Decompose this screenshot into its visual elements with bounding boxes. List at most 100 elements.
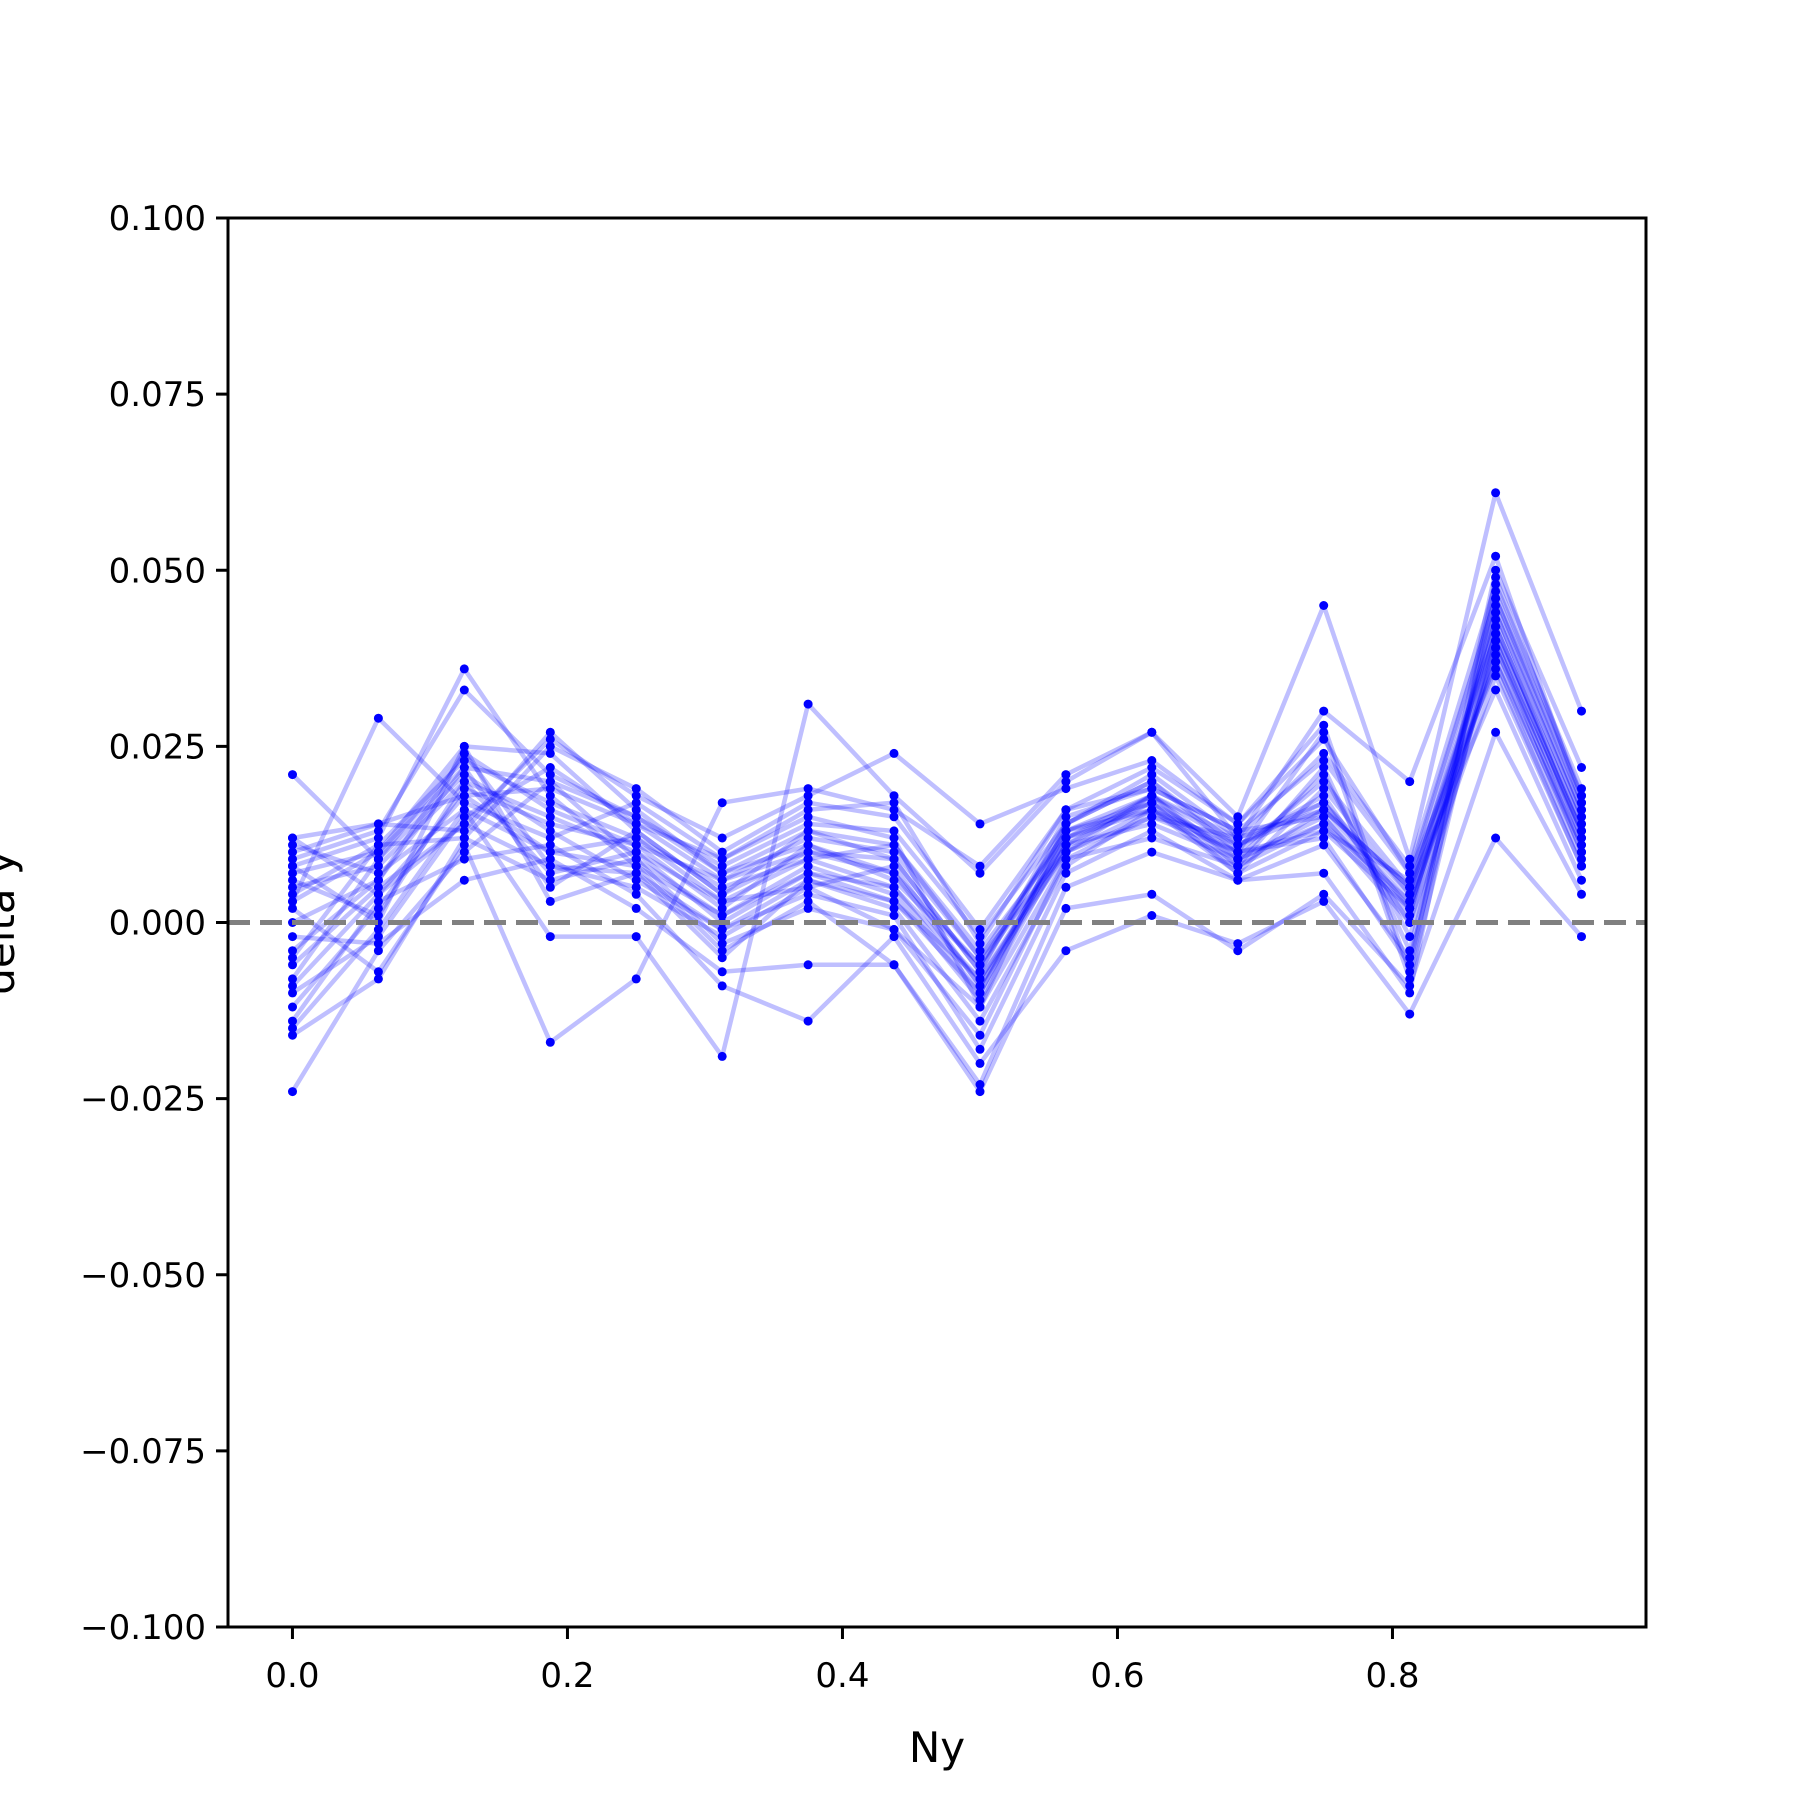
- data-point: [889, 889, 899, 899]
- data-point: [373, 861, 383, 871]
- series-line-19: [292, 730, 1584, 1094]
- data-point: [1491, 664, 1501, 674]
- y-tick-label: 0.050: [109, 551, 206, 591]
- data-point: [545, 826, 555, 836]
- data-point: [717, 981, 727, 991]
- data-point: [889, 925, 899, 934]
- data-point: [1147, 756, 1157, 765]
- data-point: [1061, 770, 1071, 780]
- data-point: [1061, 840, 1071, 850]
- data-point: [1491, 593, 1501, 603]
- series-line-10: [290, 645, 1584, 1093]
- data-point: [1319, 798, 1329, 808]
- data-point: [975, 1002, 985, 1012]
- data-point: [1147, 798, 1157, 808]
- data-point: [889, 798, 899, 808]
- data-point: [1577, 706, 1586, 716]
- series-line-13: [291, 490, 1584, 1059]
- data-point: [1061, 833, 1071, 843]
- data-point: [803, 861, 813, 871]
- data-point: [803, 875, 813, 885]
- data-point: [717, 833, 727, 843]
- data-point: [1319, 770, 1329, 780]
- data-point: [803, 833, 813, 843]
- data-point: [545, 868, 555, 878]
- data-point: [889, 861, 899, 871]
- data-point: [1233, 946, 1243, 956]
- data-point: [1405, 974, 1415, 984]
- data-point: [803, 868, 813, 878]
- data-point: [1319, 868, 1329, 878]
- data-point: [1147, 727, 1157, 737]
- series-line-2: [291, 624, 1584, 996]
- data-point: [373, 925, 383, 934]
- series-line-1: [291, 638, 1584, 982]
- data-point: [1577, 889, 1586, 899]
- data-point: [1147, 763, 1157, 772]
- data-point: [803, 812, 813, 822]
- x-tick-label: 0.6: [1090, 1656, 1144, 1696]
- series-line-24: [291, 610, 1584, 975]
- data-point: [889, 903, 899, 913]
- data-point: [1319, 720, 1329, 730]
- data-point: [631, 868, 641, 878]
- data-point: [975, 932, 985, 942]
- data-point: [803, 889, 813, 899]
- data-point: [717, 903, 727, 913]
- data-point: [288, 889, 297, 899]
- data-point: [1491, 579, 1501, 589]
- data-point: [373, 847, 383, 857]
- x-axis-label: Ny: [909, 1723, 965, 1772]
- data-point: [288, 1030, 297, 1040]
- data-point: [288, 1002, 297, 1012]
- data-point: [717, 939, 727, 949]
- series-line-15: [290, 567, 1584, 975]
- data-point: [288, 770, 297, 780]
- data-point: [975, 988, 985, 998]
- data-point: [803, 960, 813, 970]
- data-point: [1319, 833, 1329, 843]
- data-point: [803, 882, 813, 892]
- data-point: [545, 1037, 555, 1047]
- data-point: [1405, 960, 1415, 970]
- series-line-16: [291, 553, 1584, 1045]
- data-point: [1233, 819, 1243, 829]
- data-point: [545, 932, 555, 942]
- data-point: [975, 925, 985, 934]
- data-point: [1405, 967, 1415, 977]
- data-point: [1491, 488, 1501, 498]
- data-point: [288, 854, 297, 864]
- data-point: [545, 819, 555, 829]
- data-point: [631, 791, 641, 801]
- data-point: [1147, 889, 1157, 899]
- data-point: [373, 946, 383, 956]
- data-point: [1577, 819, 1586, 829]
- data-point: [459, 748, 469, 758]
- series-line-6: [291, 666, 1584, 1038]
- data-point: [1233, 847, 1243, 857]
- data-point: [1405, 854, 1415, 864]
- data-point: [1491, 671, 1501, 681]
- data-point: [545, 784, 555, 794]
- data-point: [1491, 622, 1501, 632]
- data-point: [717, 868, 727, 878]
- data-point: [717, 861, 727, 871]
- data-point: [1147, 784, 1157, 794]
- data-point: [373, 932, 383, 942]
- data-point: [975, 946, 985, 956]
- data-point: [889, 868, 899, 878]
- data-point: [803, 896, 813, 906]
- data-point: [1233, 833, 1243, 843]
- data-point: [1319, 727, 1329, 737]
- data-point: [459, 784, 469, 794]
- data-point: [373, 833, 383, 843]
- data-point: [717, 911, 727, 920]
- data-point: [1061, 882, 1071, 892]
- data-point: [717, 798, 727, 808]
- data-point: [1491, 636, 1501, 646]
- data-point: [1491, 657, 1501, 667]
- x-tick-label: 0.4: [815, 1656, 869, 1696]
- data-point: [288, 896, 297, 906]
- data-point: [889, 932, 899, 942]
- data-point: [288, 953, 297, 963]
